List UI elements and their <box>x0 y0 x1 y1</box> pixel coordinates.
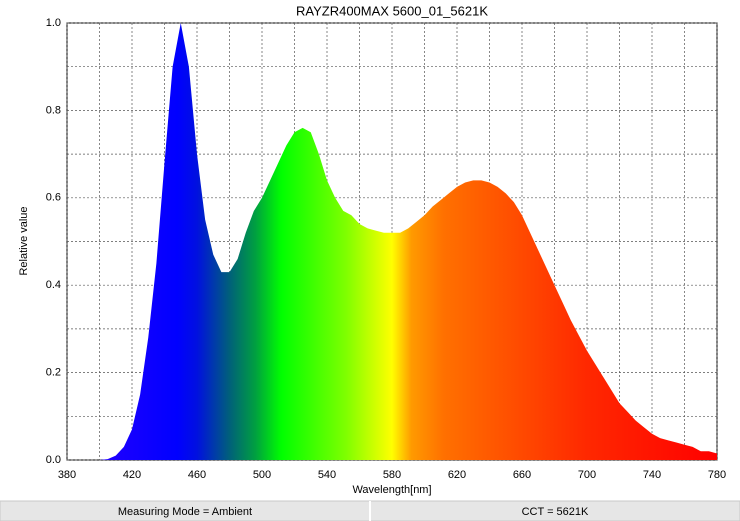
x-tick-label: 540 <box>318 469 336 481</box>
y-tick-label: 1.0 <box>46 17 61 29</box>
x-tick-label: 780 <box>708 469 726 481</box>
x-axis-label: Wavelength[nm] <box>352 484 431 496</box>
x-tick-label: 700 <box>578 469 596 481</box>
status-cct: CCT = 5621K <box>522 506 589 518</box>
x-tick-label: 580 <box>383 469 401 481</box>
y-tick-label: 0.4 <box>46 279 61 291</box>
y-tick-label: 0.0 <box>46 454 61 466</box>
x-tick-label: 500 <box>253 469 271 481</box>
x-tick-label: 420 <box>123 469 141 481</box>
y-tick-label: 0.6 <box>46 192 61 204</box>
y-tick-label: 0.2 <box>46 367 61 379</box>
x-tick-label: 740 <box>643 469 661 481</box>
y-tick-label: 0.8 <box>46 104 61 116</box>
x-tick-label: 380 <box>58 469 76 481</box>
spectrum-area <box>67 23 717 460</box>
chart-title: RAYZR400MAX 5600_01_5621K <box>296 3 488 18</box>
x-tick-label: 460 <box>188 469 206 481</box>
x-tick-label: 620 <box>448 469 466 481</box>
status-mode: Measuring Mode = Ambient <box>118 506 252 518</box>
x-tick-label: 660 <box>513 469 531 481</box>
y-axis-label: Relative value <box>18 206 30 275</box>
